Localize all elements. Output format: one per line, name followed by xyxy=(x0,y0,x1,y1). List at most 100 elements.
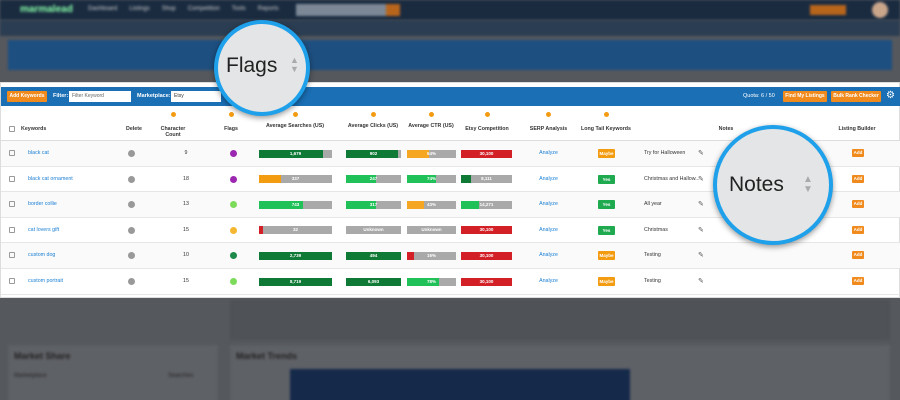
delete-icon[interactable] xyxy=(128,175,135,183)
flag-dot[interactable] xyxy=(230,226,237,234)
search xyxy=(296,4,386,16)
metric-fill xyxy=(259,149,324,158)
metric-value: 2,739 xyxy=(289,252,302,258)
column-header[interactable]: Average CTR (US) xyxy=(408,123,454,129)
edit-icon[interactable]: ✎ xyxy=(698,226,704,234)
row-checkbox[interactable] xyxy=(9,278,15,284)
add-button[interactable]: Add xyxy=(852,277,864,285)
delete-icon[interactable] xyxy=(128,201,135,209)
note-text: Christmas xyxy=(644,226,668,233)
row-checkbox[interactable] xyxy=(9,226,15,233)
header-divider xyxy=(1,140,900,141)
column-header[interactable]: Average Searches (US) xyxy=(265,123,325,129)
column-header[interactable]: Etsy Competition xyxy=(465,126,509,132)
row-checkbox[interactable] xyxy=(9,252,15,259)
metric-fill xyxy=(259,175,281,184)
metric-value: Unknown xyxy=(363,227,384,233)
column-header[interactable]: Average Clicks (US) xyxy=(347,123,399,129)
serp-link[interactable]: Analyze xyxy=(539,201,558,208)
metric-bar: 494 xyxy=(346,251,401,260)
long-tail-badge: Maybe xyxy=(598,149,615,158)
metric-value: Unknown xyxy=(421,227,442,233)
metric-bar: 2,739 xyxy=(259,251,332,260)
keyword-link[interactable]: custom dog xyxy=(28,252,56,259)
serp-link[interactable]: Analyze xyxy=(539,278,558,284)
flags-callout: Flags ▲ ▼ xyxy=(214,20,310,116)
column-header[interactable]: Delete xyxy=(126,126,142,132)
delete-icon[interactable] xyxy=(128,278,135,285)
keyword-link[interactable]: cat lovers gift xyxy=(28,226,60,233)
edit-icon[interactable]: ✎ xyxy=(698,150,704,157)
long-tail-badge: Maybe xyxy=(598,277,615,286)
column-header[interactable]: SERP Analysis xyxy=(529,126,568,132)
filter-input[interactable]: Filter Keyword xyxy=(69,91,131,102)
long-tail-badge: Yes xyxy=(598,225,615,235)
metric-bar: 43% xyxy=(407,200,456,209)
add-button[interactable]: Add xyxy=(852,149,864,157)
add-button[interactable]: Add xyxy=(852,251,864,260)
nav-item: Listings xyxy=(129,6,150,12)
bulk-rank-button[interactable]: Bulk Rank Checker xyxy=(831,91,881,102)
keyword-link[interactable]: black cat ornament xyxy=(28,175,73,182)
row-checkbox[interactable] xyxy=(9,175,15,182)
find-listings-button[interactable]: Find My Listings xyxy=(783,91,827,102)
keyword-link[interactable]: custom portrait xyxy=(28,278,64,284)
add-button[interactable]: Add xyxy=(852,200,864,209)
serp-link[interactable]: Analyze xyxy=(539,175,558,182)
metric-value: 54% xyxy=(426,150,436,156)
delete-icon[interactable] xyxy=(128,252,135,260)
banner xyxy=(8,40,892,70)
metric-value: 247 xyxy=(369,176,378,182)
character-count: 9 xyxy=(184,150,188,156)
keyword-link[interactable]: border collie xyxy=(28,201,57,208)
metric-value: 30,100 xyxy=(479,227,494,233)
add-keywords-button[interactable]: Add Keywords xyxy=(7,91,47,102)
metric-fill xyxy=(461,200,479,209)
row-checkbox[interactable] xyxy=(9,150,15,156)
edit-icon[interactable]: ✎ xyxy=(698,252,704,260)
metric-fill xyxy=(259,277,332,286)
marketplace-select[interactable]: Etsy xyxy=(171,91,221,102)
help-icon xyxy=(484,112,490,117)
delete-icon[interactable] xyxy=(128,226,135,234)
metric-bar: 16% xyxy=(407,251,456,260)
metric-value: 30,100 xyxy=(479,150,494,156)
column-header[interactable]: Keywords xyxy=(21,126,47,132)
note-text: Christmas and Hallow... xyxy=(644,175,700,182)
serp-link[interactable]: Analyze xyxy=(539,252,558,259)
column-header[interactable]: Flags xyxy=(224,126,238,132)
edit-icon[interactable]: ✎ xyxy=(698,201,704,209)
header-checkbox xyxy=(9,126,15,132)
add-button[interactable]: Add xyxy=(852,174,864,183)
serp-link[interactable]: Analyze xyxy=(539,150,558,156)
metric-bar: 743 xyxy=(259,200,332,209)
note-text: Testing xyxy=(644,252,661,259)
keyword-link[interactable]: black cat xyxy=(28,150,49,156)
metric-bar: 317 xyxy=(346,200,401,209)
nav-item: Competition xyxy=(187,6,220,12)
column-header[interactable]: Listing Builder xyxy=(838,126,876,132)
add-button[interactable]: Add xyxy=(852,225,864,234)
serp-link[interactable]: Analyze xyxy=(539,226,558,233)
delete-icon[interactable] xyxy=(128,150,135,157)
column-header[interactable]: Character Count xyxy=(160,126,186,138)
metric-fill xyxy=(346,149,399,158)
note-text: Try for Halloween xyxy=(644,150,686,156)
flag-dot[interactable] xyxy=(230,175,237,183)
settings-icon[interactable]: ⚙ xyxy=(886,90,895,101)
flag-dot[interactable] xyxy=(230,252,237,260)
flag-dot[interactable] xyxy=(230,278,237,285)
edit-icon[interactable]: ✎ xyxy=(698,278,704,285)
metric-value: 74% xyxy=(426,176,436,182)
column-header[interactable]: Notes xyxy=(718,126,734,132)
row-checkbox[interactable] xyxy=(9,201,15,208)
help-icon xyxy=(292,112,298,117)
metric-fill xyxy=(346,277,401,286)
help-icon xyxy=(546,112,551,117)
metric-bar: 1,679 xyxy=(259,149,332,158)
column-header[interactable]: Long Tail Keywords xyxy=(581,126,631,132)
flag-dot[interactable] xyxy=(230,201,237,209)
edit-icon[interactable]: ✎ xyxy=(698,175,704,183)
metric-value: 30,100 xyxy=(479,278,494,284)
flag-dot[interactable] xyxy=(230,150,237,157)
